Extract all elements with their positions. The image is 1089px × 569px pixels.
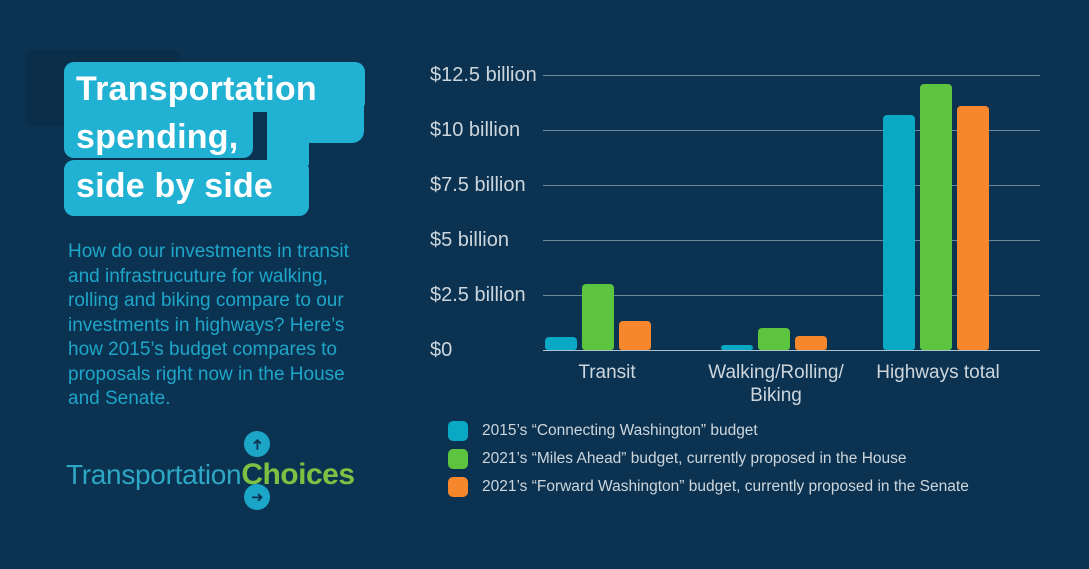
title-highlight-block xyxy=(64,160,309,216)
legend-label: 2021’s “Forward Washington” budget, curr… xyxy=(482,478,969,495)
y-axis-tick-label: $7.5 billion xyxy=(430,174,526,196)
up-arrow-circle-icon: ➜ xyxy=(244,431,271,457)
bar-senate-2021-budget-walking-rolling-biking xyxy=(795,335,827,350)
bar-2015-budget-transit xyxy=(545,336,577,350)
gridline-5 xyxy=(543,240,1040,241)
gridline-0 xyxy=(543,350,1040,351)
y-axis-tick-label: $5 billion xyxy=(430,229,509,251)
intro-paragraph: How do our investments in transit and in… xyxy=(68,241,349,409)
logo-text-transportation: Transportation xyxy=(66,459,242,490)
x-axis-category-label-transit: Transit xyxy=(578,362,636,383)
y-axis-tick-label: $0 xyxy=(430,339,453,361)
legend-swatch xyxy=(448,477,468,497)
bar-senate-2021-budget-highways-total xyxy=(957,105,989,350)
y-axis-tick-label: $12.5 billion xyxy=(430,64,537,86)
legend-row-2015-budget: 2015’s “Connecting Washington” budget xyxy=(448,421,969,441)
gridline-2.5 xyxy=(543,295,1040,296)
gridline-12.5 xyxy=(543,75,1040,76)
legend-row-house-2021-budget: 2021’s “Miles Ahead” budget, currently p… xyxy=(448,449,969,469)
y-axis-tick-label: $10 billion xyxy=(430,119,521,141)
title-highlight-block xyxy=(64,104,253,158)
bar-house-2021-budget-walking-rolling-biking xyxy=(758,328,790,350)
y-axis-tick-label: $2.5 billion xyxy=(430,284,526,306)
logo-text-choices: Choices xyxy=(241,458,355,491)
legend-swatch xyxy=(448,449,468,469)
page-title-line-3: side by side xyxy=(76,167,274,205)
x-axis-category-label-walking-rolling-biking: Walking/Rolling/ Biking xyxy=(708,362,844,406)
logo-choices-wrap: ➜ ➜ Choices xyxy=(241,431,355,510)
page-title-line-1: Transportation xyxy=(76,70,317,108)
bar-house-2021-budget-highways-total xyxy=(920,83,952,350)
page-title-line-2: spending, xyxy=(76,118,239,156)
legend-label: 2021’s “Miles Ahead” budget, currently p… xyxy=(482,450,907,467)
gridline-7.5 xyxy=(543,185,1040,186)
arrow-glyph: ➜ xyxy=(251,488,264,506)
bar-house-2021-budget-transit xyxy=(582,284,614,350)
bar-2015-budget-walking-rolling-biking xyxy=(721,344,753,350)
chart-legend: 2015’s “Connecting Washington” budget 202… xyxy=(448,421,969,505)
bar-2015-budget-highways-total xyxy=(883,114,915,350)
title-highlight-block xyxy=(267,95,309,165)
right-arrow-circle-icon: ➜ xyxy=(244,484,271,510)
legend-swatch xyxy=(448,421,468,441)
transportation-choices-logo: Transportation ➜ ➜ Choices xyxy=(66,431,355,510)
arrow-glyph: ➜ xyxy=(248,437,266,451)
gridline-10 xyxy=(543,130,1040,131)
x-axis-category-label-highways-total: Highways total xyxy=(876,362,1000,383)
legend-label: 2015’s “Connecting Washington” budget xyxy=(482,422,758,439)
bar-senate-2021-budget-transit xyxy=(619,321,651,350)
legend-row-senate-2021-budget: 2021’s “Forward Washington” budget, curr… xyxy=(448,477,969,497)
